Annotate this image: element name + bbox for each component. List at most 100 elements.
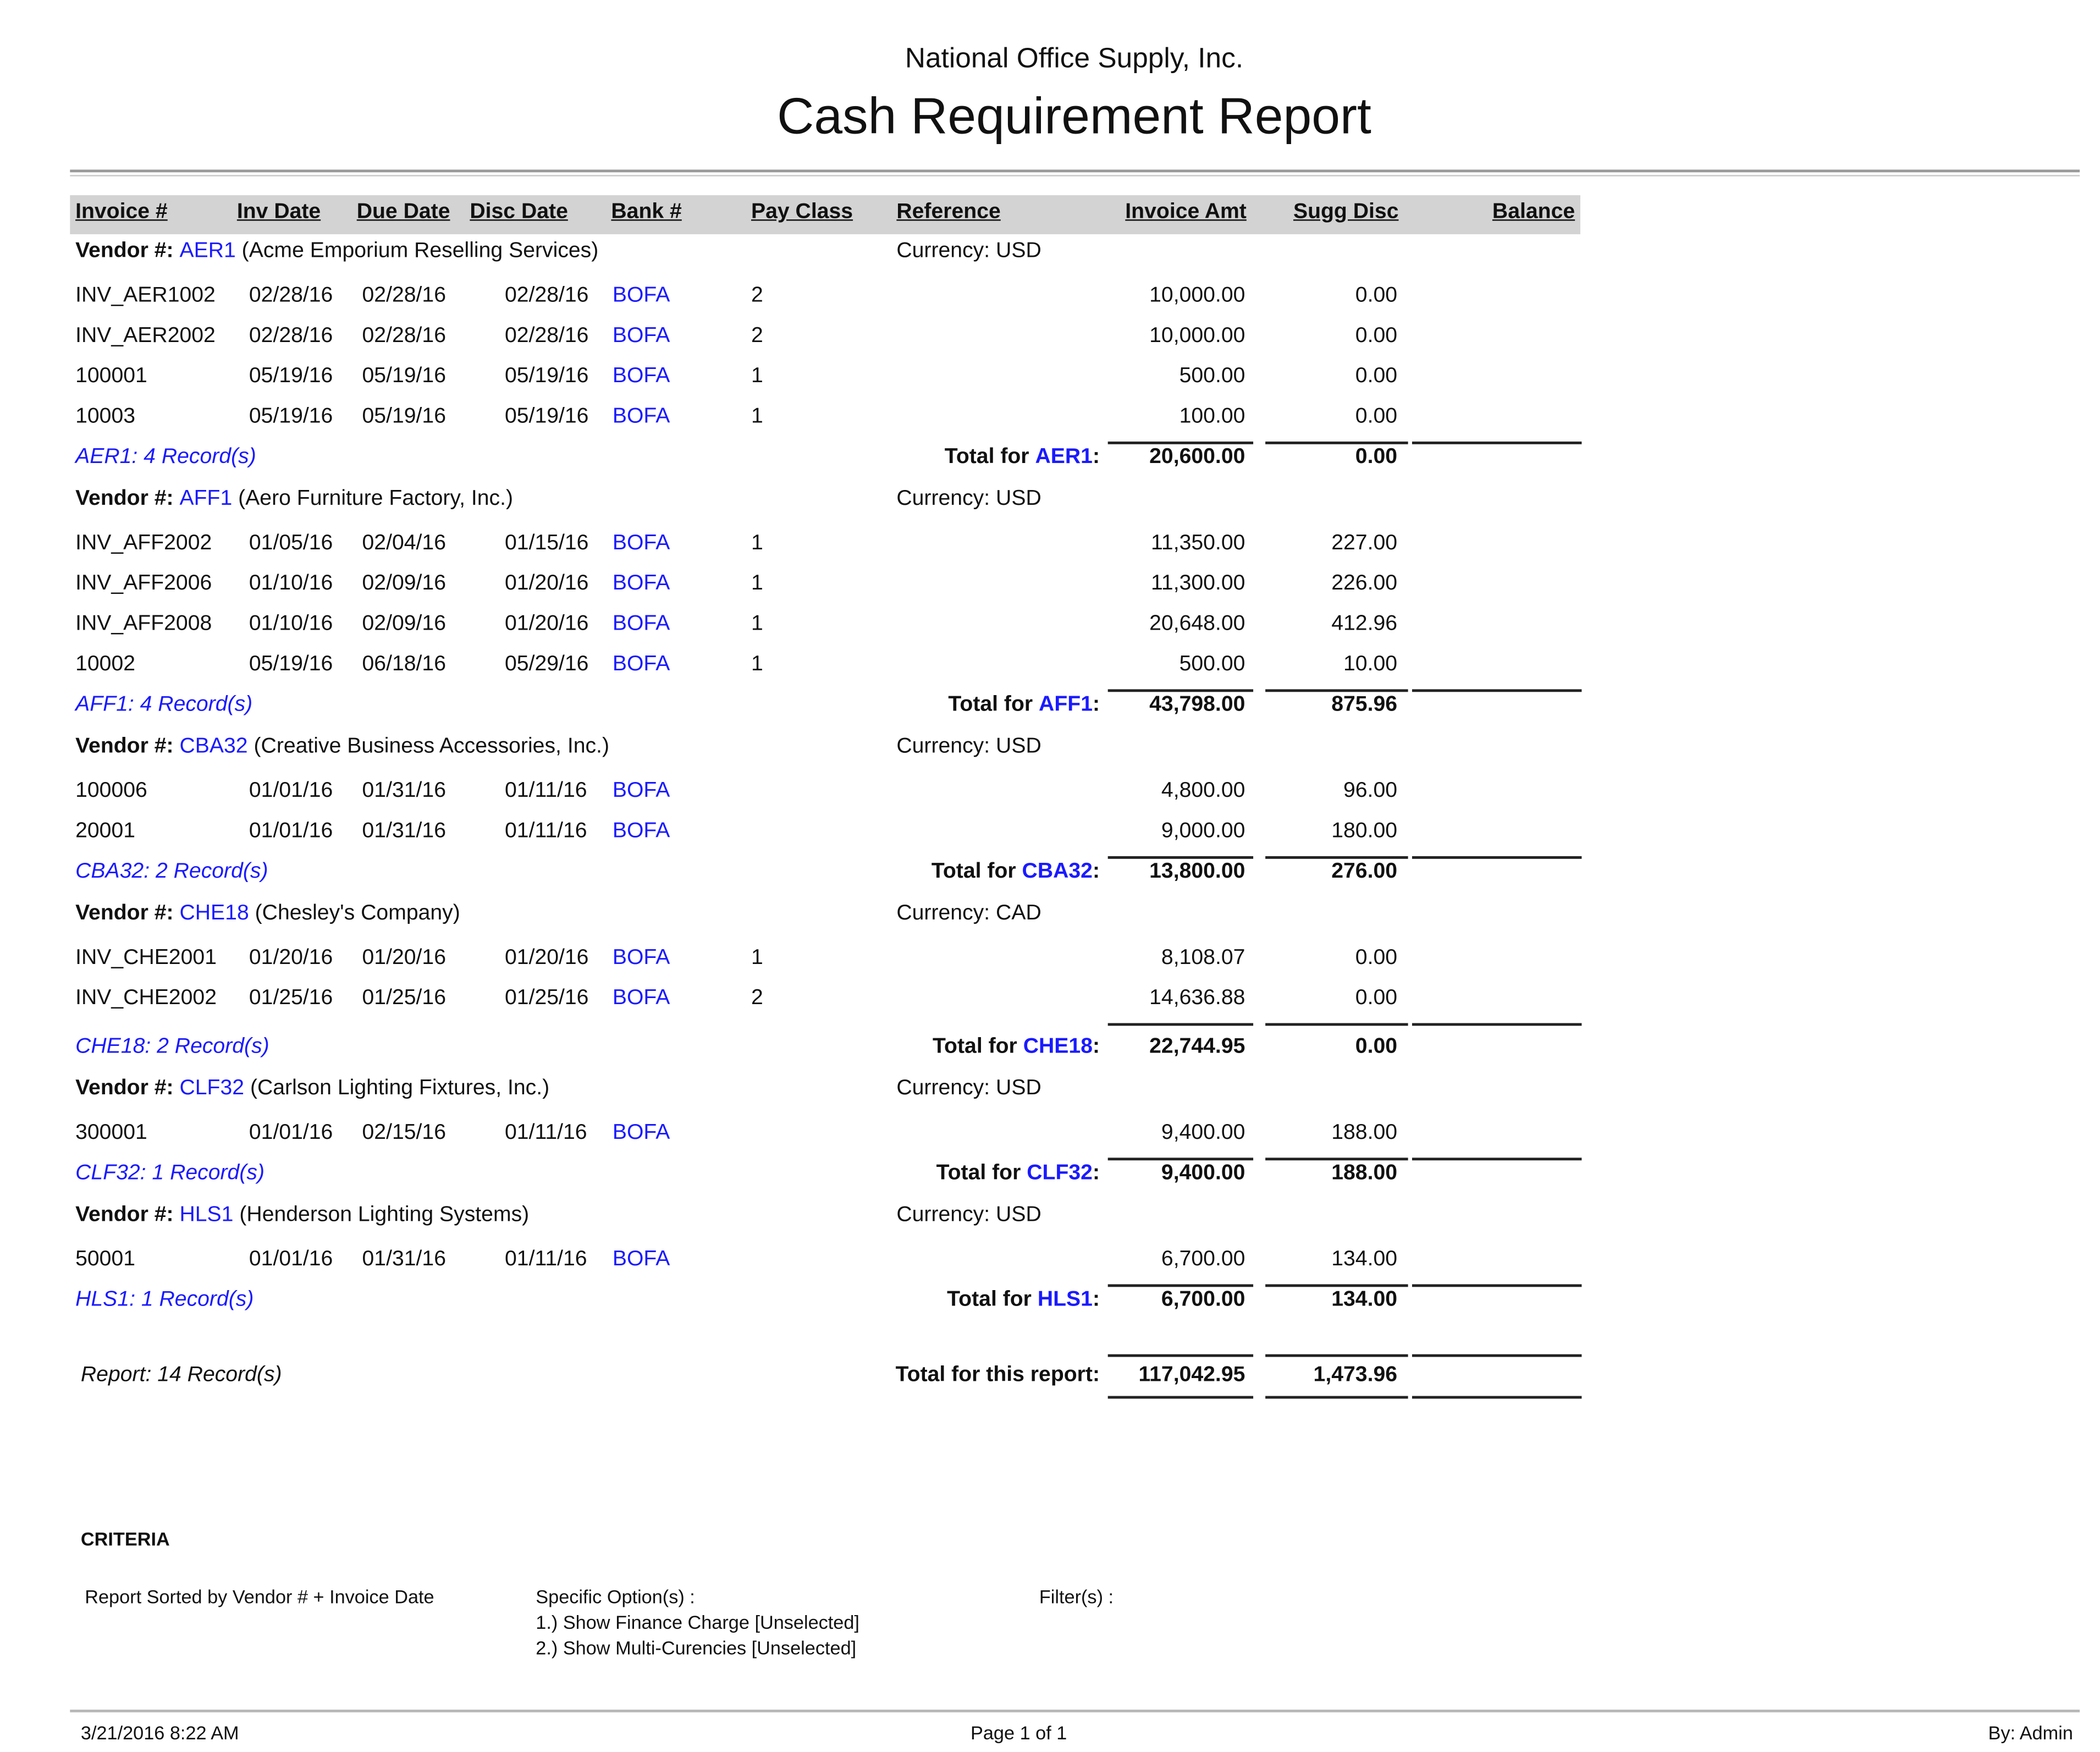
subtotal-rule — [1107, 1158, 1254, 1161]
criteria-sort: Report Sorted by Vendor # + Invoice Date — [85, 1585, 434, 1607]
due-date: 01/25/16 — [362, 987, 446, 1010]
vendor-total-id[interactable]: CBA32 — [1022, 860, 1093, 883]
vendor-total-sugg-disc: 0.00 — [1355, 445, 1398, 469]
sugg-disc: 226.00 — [1331, 572, 1398, 596]
invoice-number: 20001 — [75, 819, 136, 843]
col-reference[interactable]: Reference — [896, 200, 1001, 224]
column-header-band — [70, 195, 1580, 234]
report-total-sugg-disc: 1,473.96 — [1313, 1363, 1398, 1387]
invoice-amt: 10,000.00 — [1149, 284, 1245, 307]
bank-link[interactable]: BOFA — [612, 405, 670, 428]
bank-link[interactable]: BOFA — [612, 1121, 670, 1144]
total-for-label: Total for — [948, 693, 1033, 717]
sugg-disc: 180.00 — [1331, 819, 1398, 843]
vendor-id-link[interactable]: CHE18 — [179, 902, 249, 925]
subtotal-rule — [1412, 856, 1582, 859]
subtotal-rule — [1107, 856, 1254, 859]
bank-link[interactable]: BOFA — [612, 653, 670, 676]
vendor-id-link[interactable]: AFF1 — [179, 487, 233, 510]
vendor-record-count: CLF32: 1 Record(s) — [75, 1161, 265, 1185]
vendor-currency: Currency: CAD — [896, 902, 1041, 926]
vendor-prefix: Vendor #: — [75, 487, 174, 510]
disc-date: 02/28/16 — [505, 324, 589, 348]
vendor-currency: Currency: USD — [896, 240, 1041, 264]
currency-prefix: Currency: — [896, 1203, 990, 1227]
currency-prefix: Currency: — [896, 487, 990, 510]
disc-date: 05/29/16 — [505, 653, 589, 676]
report-total-rule-bottom — [1107, 1396, 1254, 1399]
currency-code: USD — [996, 735, 1041, 758]
bank-link[interactable]: BOFA — [612, 324, 670, 348]
sugg-disc: 134.00 — [1331, 1248, 1398, 1271]
bank-link[interactable]: BOFA — [612, 946, 670, 969]
vendor-total-id[interactable]: AER1 — [1035, 445, 1093, 469]
footer-page: Page 1 of 1 — [971, 1721, 1067, 1744]
sugg-disc: 0.00 — [1355, 987, 1398, 1010]
criteria-option: 2.) Show Multi-Curencies [Unselected] — [536, 1637, 857, 1659]
vendor-record-count: CHE18: 2 Record(s) — [75, 1035, 269, 1059]
vendor-prefix: Vendor #: — [75, 1077, 174, 1100]
vendor-currency: Currency: USD — [896, 735, 1041, 759]
disc-date: 01/11/16 — [505, 1121, 587, 1144]
vendor-record-count: AER1: 4 Record(s) — [75, 445, 256, 469]
vendor-id-link[interactable]: AER1 — [179, 239, 236, 263]
invoice-number: INV_CHE2001 — [75, 946, 217, 969]
inv-date: 01/01/16 — [249, 1248, 333, 1271]
invoice-amt: 100.00 — [1179, 405, 1245, 428]
due-date: 05/19/16 — [362, 405, 446, 428]
col-disc-date[interactable]: Disc Date — [470, 200, 568, 224]
invoice-number: INV_AER2002 — [75, 324, 216, 348]
vendor-id-link[interactable]: HLS1 — [179, 1203, 234, 1227]
currency-code: USD — [996, 1077, 1041, 1100]
col-invoice-amt[interactable]: Invoice Amt — [1125, 200, 1247, 224]
vendor-total-label: Total for AER1: — [944, 445, 1100, 469]
bank-link[interactable]: BOFA — [612, 284, 670, 307]
disc-date: 05/19/16 — [505, 365, 589, 388]
bank-link[interactable]: BOFA — [612, 531, 670, 555]
vendor-total-id[interactable]: AFF1 — [1039, 693, 1093, 717]
bank-link[interactable]: BOFA — [612, 779, 670, 803]
report-title: Cash Requirement Report — [777, 89, 1371, 146]
vendor-total-label: Total for HLS1: — [947, 1288, 1100, 1312]
vendor-id-link[interactable]: CBA32 — [179, 735, 248, 758]
inv-date: 02/28/16 — [249, 284, 333, 307]
vendor-label: Vendor #: CLF32 (Carlson Lighting Fixtur… — [75, 1077, 549, 1101]
sugg-disc: 188.00 — [1331, 1121, 1398, 1144]
col-pay-class[interactable]: Pay Class — [751, 200, 853, 224]
inv-date: 01/10/16 — [249, 572, 333, 596]
disc-date: 01/11/16 — [505, 819, 587, 843]
disc-date: 01/25/16 — [505, 987, 589, 1010]
col-balance[interactable]: Balance — [1492, 200, 1575, 224]
bank-link[interactable]: BOFA — [612, 572, 670, 596]
vendor-prefix: Vendor #: — [75, 1203, 174, 1227]
col-invoice[interactable]: Invoice # — [75, 200, 168, 224]
subtotal-rule — [1107, 1284, 1254, 1287]
bank-link[interactable]: BOFA — [612, 819, 670, 843]
vendor-prefix: Vendor #: — [75, 902, 174, 925]
bank-link[interactable]: BOFA — [612, 612, 670, 636]
pay-class: 1 — [751, 405, 763, 428]
vendor-total-sugg-disc: 188.00 — [1331, 1161, 1398, 1185]
vendor-total-id[interactable]: HLS1 — [1037, 1288, 1093, 1312]
col-bank[interactable]: Bank # — [611, 200, 682, 224]
col-inv-date[interactable]: Inv Date — [236, 200, 321, 224]
invoice-amt: 20,648.00 — [1149, 612, 1245, 636]
bank-link[interactable]: BOFA — [612, 1248, 670, 1271]
currency-prefix: Currency: — [896, 1077, 990, 1100]
vendor-total-id[interactable]: CHE18 — [1023, 1035, 1093, 1059]
bank-link[interactable]: BOFA — [612, 365, 670, 388]
footer-by: By: Admin — [1988, 1721, 2073, 1744]
currency-prefix: Currency: — [896, 902, 990, 925]
pay-class: 1 — [751, 572, 763, 596]
vendor-name: (Carlson Lighting Fixtures, Inc.) — [250, 1077, 550, 1100]
invoice-number: 10003 — [75, 405, 136, 428]
due-date: 01/20/16 — [362, 946, 446, 969]
inv-date: 02/28/16 — [249, 324, 333, 348]
vendor-total-id[interactable]: CLF32 — [1027, 1161, 1093, 1185]
bank-link[interactable]: BOFA — [612, 987, 670, 1010]
due-date: 01/31/16 — [362, 1248, 446, 1271]
col-due-date[interactable]: Due Date — [356, 200, 450, 224]
vendor-total-label: Total for CHE18: — [933, 1035, 1100, 1059]
vendor-id-link[interactable]: CLF32 — [179, 1077, 245, 1100]
col-sugg-disc[interactable]: Sugg Disc — [1293, 200, 1399, 224]
